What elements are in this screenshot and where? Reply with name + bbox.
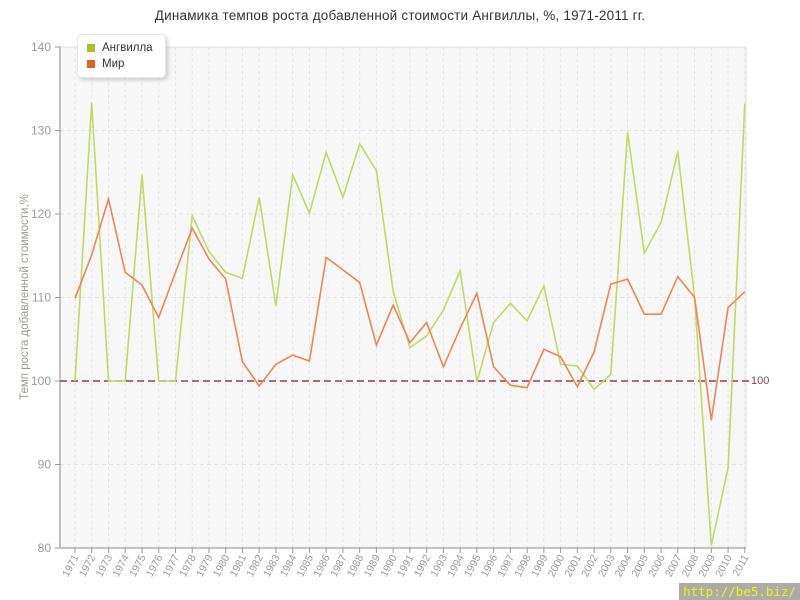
y-axis-labels: 80 90 100 110 120 130 140 [31,40,60,555]
legend-item-anguilla: Ангвилла [87,40,153,56]
world-series-line [74,195,746,421]
anguilla-swatch-icon [87,44,95,52]
y-tick-label: 80 [38,541,52,555]
legend-item-world: Мир [87,56,153,72]
reference-line-label: 100 [751,375,770,387]
x-tick-label: 2011 [730,553,751,579]
y-axis-title: Темп роста добавленной стоимости,% [19,194,31,400]
anguilla-series-line [74,102,746,546]
world-swatch-icon [87,60,95,68]
y-tick-label: 110 [32,291,51,305]
y-tick-label: 100 [31,374,51,388]
x-axis-labels: 1971197219731974197519761977197819791980… [60,548,752,579]
legend-label-anguilla: Ангвилла [102,42,153,54]
legend: Ангвилла Мир [77,34,166,78]
legend-label-world: Мир [102,58,125,70]
y-tick-label: 120 [31,207,51,221]
y-tick-label: 90 [38,458,52,472]
y-tick-label: 140 [31,40,51,54]
watermark-link[interactable]: http://be5.biz/ [679,583,800,600]
x-tick-label: 2010 [713,553,735,579]
y-tick-label: 130 [31,124,51,138]
chart-title: Динамика темпов роста добавленной стоимо… [154,8,646,23]
